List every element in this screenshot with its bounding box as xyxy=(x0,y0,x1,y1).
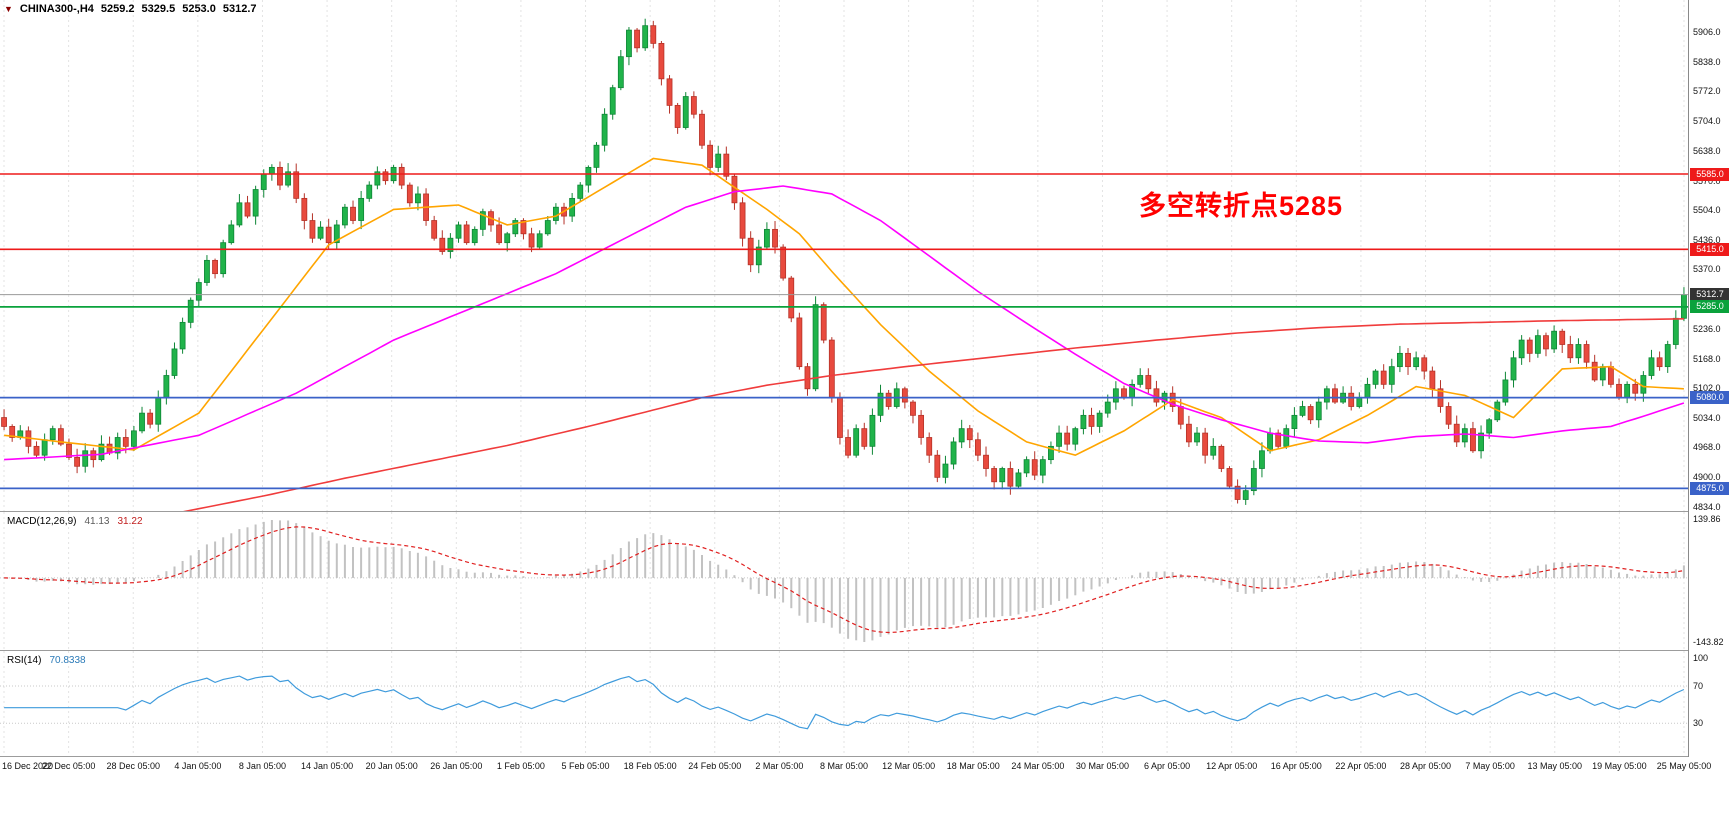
macd-indicator-label: MACD(12,26,9) 41.13 31.22 xyxy=(7,516,143,527)
ma-slow-red xyxy=(183,318,1684,511)
price-axis-label: 4968.0 xyxy=(1693,442,1721,453)
panel-separator[interactable] xyxy=(0,650,1729,651)
time-axis-label: 8 Mar 05:00 xyxy=(819,761,869,771)
ohlc-high: 5329.5 xyxy=(141,3,176,15)
rsi-line xyxy=(4,675,1685,730)
price-axis-label: 5504.0 xyxy=(1693,204,1721,215)
price-level-tag: 5312.7 xyxy=(1690,288,1729,302)
macd-histogram xyxy=(11,520,1685,642)
price-axis-label: 5436.0 xyxy=(1693,235,1721,245)
price-level-tag: 5415.0 xyxy=(1690,242,1729,256)
time-axis[interactable]: 16 Dec 2020 22 Dec 05:00 28 Dec 05:00 4 Jan… xyxy=(0,757,1729,775)
time-axis-label: 2 Mar 05:00 xyxy=(755,761,804,771)
price-axis-label: 4900.0 xyxy=(1693,472,1721,483)
time-axis-label: 14 Jan 05:00 xyxy=(301,761,354,771)
rsi-canvas[interactable] xyxy=(0,651,1688,756)
bottom-strip xyxy=(0,775,1729,839)
price-level-tag: 5080.0 xyxy=(1690,391,1729,405)
time-axis-label: 12 Apr 05:00 xyxy=(1206,761,1258,771)
ohlc-close: 5312.7 xyxy=(222,3,257,15)
price-axis-label: 5102.0 xyxy=(1693,382,1721,393)
price-axis-label: -143.82 xyxy=(1693,637,1724,647)
price-axis-label: 5570.0 xyxy=(1693,175,1721,186)
price-axis-label: 5638.0 xyxy=(1693,145,1721,156)
time-axis-label: 26 Jan 05:00 xyxy=(430,761,483,771)
price-axis-label: 5838.0 xyxy=(1693,56,1721,67)
price-level-tag: 4875.0 xyxy=(1690,481,1729,495)
time-axis-label: 6 Apr 05:00 xyxy=(1144,761,1191,771)
macd-signal-line xyxy=(4,526,1684,634)
price-axis-label: 5906.0 xyxy=(1693,26,1721,37)
annotation-text[interactable]: 多空转折点5285 xyxy=(1139,191,1344,221)
grid-lines xyxy=(3,512,1685,650)
time-axis-label: 18 Feb 05:00 xyxy=(623,761,677,771)
time-axis-label: 12 Mar 05:00 xyxy=(882,761,936,771)
time-axis-label: 8 Jan 05:00 xyxy=(238,761,286,771)
time-axis-label: 18 Mar 05:00 xyxy=(946,761,1000,771)
ma-fast-orange xyxy=(4,157,1684,457)
rsi-indicator-label: RSI(14) 70.8338 xyxy=(7,655,86,666)
time-axis-label: 28 Apr 05:00 xyxy=(1400,761,1452,771)
price-axis-label: 5168.0 xyxy=(1693,353,1721,364)
time-axis-label: 16 Dec 2020 xyxy=(2,761,54,771)
price-axis-label: 100 xyxy=(1693,653,1709,663)
grid-lines xyxy=(3,0,1685,511)
price-axis-label: 30 xyxy=(1693,718,1704,729)
grid-lines xyxy=(3,651,1685,756)
price-axis-label: 5236.0 xyxy=(1693,323,1721,334)
price-axis-label: 5370.0 xyxy=(1693,264,1721,275)
time-axis-label: 24 Feb 05:00 xyxy=(688,761,742,771)
macd-signal-value: 31.22 xyxy=(117,516,143,527)
price-axis-label: 4834.0 xyxy=(1693,501,1721,512)
time-axis-label: 5 Feb 05:00 xyxy=(561,761,610,771)
panel-separator xyxy=(0,756,1729,757)
time-axis-label: 20 Jan 05:00 xyxy=(365,761,418,771)
time-axis-label: 25 May 05:00 xyxy=(1656,761,1712,771)
price-axis[interactable]: 5906.0 5838.0 5772.0 5704.0 5638.0 5570.0 5504… xyxy=(1688,0,1729,757)
time-axis-label: 30 Mar 05:00 xyxy=(1075,761,1129,771)
time-axis-label: 22 Dec 05:00 xyxy=(41,761,96,771)
time-axis-label: 13 May 05:00 xyxy=(1527,761,1583,771)
panel-separator[interactable] xyxy=(0,511,1729,512)
ohlc-open: 5259.2 xyxy=(100,3,135,15)
time-axis-label: 4 Jan 05:00 xyxy=(174,761,222,771)
rsi-name: RSI(14) xyxy=(7,655,42,666)
symbol-name: CHINA300-,H4 xyxy=(19,3,94,15)
price-level-tag: 5285.0 xyxy=(1690,300,1729,314)
symbol-dropdown-icon[interactable]: ▼ xyxy=(4,3,13,14)
macd-name: MACD(12,26,9) xyxy=(7,516,77,527)
time-axis-label: 7 May 05:00 xyxy=(1465,761,1515,771)
symbol-info-bar: ▼ CHINA300-,H4 5259.2 5329.5 5253.0 5312… xyxy=(4,3,257,15)
ohlc-low: 5253.0 xyxy=(182,3,216,15)
price-axis-label: 5704.0 xyxy=(1693,116,1721,127)
time-axis-label: 1 Feb 05:00 xyxy=(496,761,545,771)
main-chart-canvas[interactable] xyxy=(0,0,1688,511)
time-axis-label: 24 Mar 05:00 xyxy=(1011,761,1065,771)
price-axis-label: 70 xyxy=(1693,680,1704,691)
price-axis-label: 5772.0 xyxy=(1693,86,1721,97)
macd-main-value: 41.13 xyxy=(84,516,110,527)
price-axis-label: 139.86 xyxy=(1693,514,1721,524)
time-axis-label: 22 Apr 05:00 xyxy=(1335,761,1387,771)
price-level-tag: 5585.0 xyxy=(1690,167,1729,181)
time-axis-label: 28 Dec 05:00 xyxy=(106,761,160,771)
time-axis-label: 19 May 05:00 xyxy=(1592,761,1647,771)
macd-canvas[interactable] xyxy=(0,512,1688,650)
rsi-value: 70.8338 xyxy=(49,655,86,666)
time-axis-label: 16 Apr 05:00 xyxy=(1270,761,1322,771)
price-axis-label: 5034.0 xyxy=(1693,413,1721,423)
